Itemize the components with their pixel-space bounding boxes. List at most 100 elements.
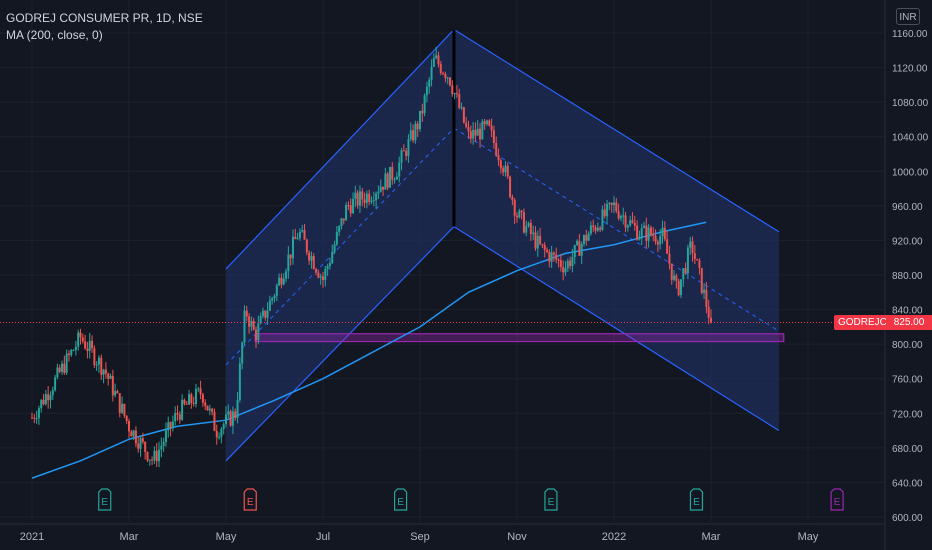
candle-body: [245, 310, 248, 317]
candle-body: [65, 353, 68, 373]
candle-body: [141, 438, 144, 442]
candle-body: [615, 202, 618, 212]
candle-body: [370, 200, 373, 202]
candle-body: [633, 222, 636, 226]
y-tick-label: 840.00: [892, 306, 923, 317]
candle-body: [398, 162, 401, 177]
candle-body: [673, 275, 676, 280]
candle-body: [144, 441, 147, 452]
candle-body: [610, 202, 613, 206]
candle-body: [301, 230, 304, 232]
candle-body: [275, 285, 278, 296]
candle-body: [194, 389, 197, 404]
candle-body: [33, 417, 36, 419]
x-tick-label: Nov: [507, 531, 527, 543]
candle-body: [54, 377, 57, 391]
candle-body: [543, 245, 546, 251]
candle-body: [592, 225, 595, 228]
candle-body: [582, 235, 585, 244]
candle-body: [259, 316, 262, 324]
earnings-icon: [394, 488, 408, 511]
candle-body: [285, 271, 288, 279]
candle-body: [571, 257, 574, 267]
candle-body: [502, 168, 505, 173]
candle-body: [291, 236, 294, 259]
candle-body: [86, 348, 89, 351]
earnings-marker-2[interactable]: E: [394, 488, 408, 511]
candle-body: [564, 268, 567, 273]
candle-body: [204, 402, 207, 406]
candle-body: [84, 341, 87, 349]
candle-body: [294, 236, 297, 240]
earnings-marker-0[interactable]: E: [98, 488, 112, 511]
candle-body: [324, 269, 327, 281]
candle-body: [107, 373, 110, 379]
candle-body: [238, 363, 241, 401]
candle-body: [622, 215, 625, 217]
candle-body: [128, 421, 130, 432]
candle-body: [91, 340, 94, 349]
candle-body: [241, 342, 244, 364]
candle-body: [255, 329, 258, 341]
candle-body: [185, 403, 188, 405]
candle-body: [58, 367, 61, 372]
candle-body: [160, 445, 163, 450]
candle-body: [432, 58, 435, 67]
candle-body: [365, 193, 368, 203]
candle-body: [178, 414, 181, 420]
y-tick-label: 640.00: [892, 478, 923, 489]
candle-body: [587, 233, 590, 241]
candle-body: [268, 300, 271, 311]
candle-body: [465, 122, 468, 127]
candle-body: [541, 244, 544, 246]
candle-body: [95, 364, 98, 366]
candle-body: [231, 411, 234, 426]
candle-body: [121, 403, 124, 413]
candle-body: [388, 166, 391, 188]
candle-body: [42, 399, 45, 405]
candle-body: [479, 128, 482, 140]
candle-body: [100, 357, 103, 375]
candle-body: [218, 437, 221, 439]
candle-body: [652, 234, 655, 236]
candle-body: [111, 375, 114, 396]
candle-body: [49, 395, 52, 401]
candle-body: [183, 399, 186, 404]
candle-body: [624, 215, 627, 228]
candle-body: [626, 225, 629, 228]
candle-body: [707, 306, 710, 318]
earnings-marker-4[interactable]: E: [689, 488, 704, 511]
candle-body: [569, 260, 572, 267]
candle-body: [647, 227, 650, 241]
candle-body: [391, 166, 394, 180]
candle-body: [93, 348, 96, 366]
candle-body: [282, 278, 285, 285]
candle-body: [102, 369, 105, 375]
candle-body: [243, 310, 246, 343]
candle-body: [393, 179, 396, 181]
earnings-marker-1[interactable]: E: [243, 488, 257, 511]
candle-body: [40, 399, 43, 409]
earnings-marker-5[interactable]: E: [830, 488, 844, 511]
earnings-icon: [830, 488, 844, 511]
candle-body: [400, 150, 403, 163]
candle-body: [638, 236, 641, 240]
candle-body: [661, 227, 664, 237]
earnings-marker-3[interactable]: E: [544, 488, 558, 511]
candle-body: [335, 232, 338, 245]
candle-body: [679, 279, 682, 296]
candle-body: [548, 251, 551, 262]
currency-label[interactable]: INR: [896, 8, 920, 25]
y-tick-label: 1040.00: [892, 133, 929, 144]
y-tick-label: 880.00: [892, 271, 923, 282]
candle-body: [428, 79, 431, 87]
earnings-icon: [98, 488, 112, 511]
candle-body: [319, 276, 322, 278]
candle-body: [659, 236, 662, 245]
candle-body: [474, 129, 477, 136]
candle-body: [61, 363, 64, 372]
candle-body: [303, 230, 306, 240]
candle-body: [278, 277, 281, 286]
candle-body: [608, 202, 611, 204]
